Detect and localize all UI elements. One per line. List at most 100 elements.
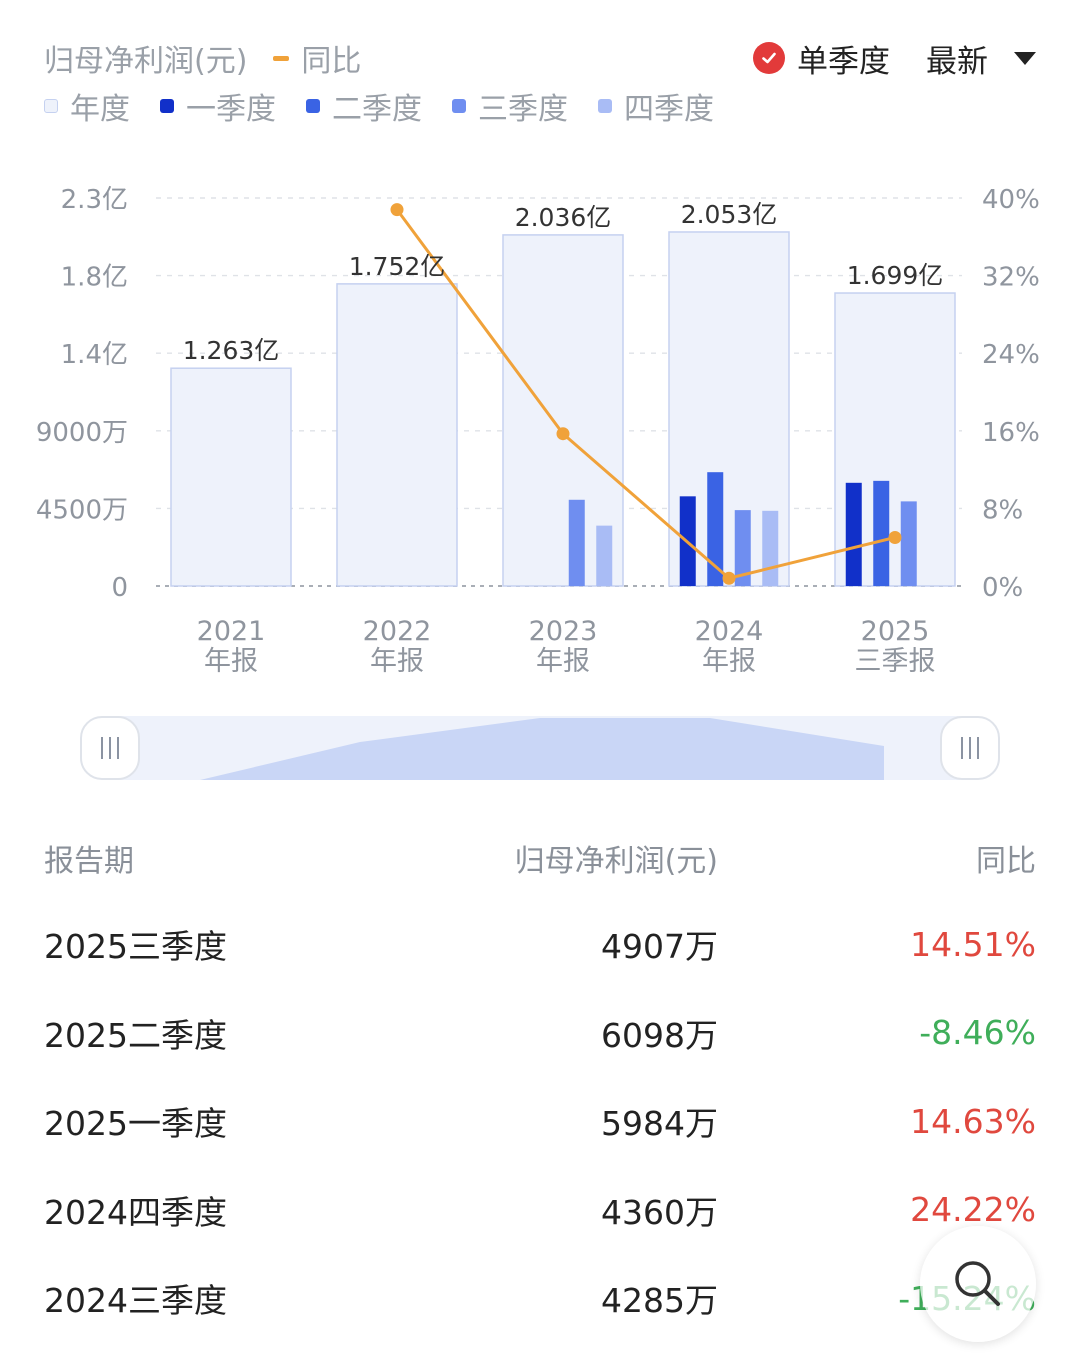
quarter-bar [568,499,585,586]
legend-q3-label: 三季度 [478,92,568,127]
x-tick-year: 2021 [197,616,266,647]
x-tick-year: 2022 [363,616,432,647]
quarter-bar [596,525,613,586]
latest-dropdown[interactable]: 最新 [926,36,1036,81]
table-row[interactable]: 2025二季度 6098万 -8.46% [44,989,1036,1078]
legend-q3-swatch [452,99,466,113]
table-header: 报告期 归母净利润(元) 同比 [44,816,1036,900]
chart-labels: 0 0% 4500万 8% 9000万 16% 1.4亿 24% 1.8亿 32% 2.3亿 40% 1… [36,185,1040,677]
y-right-tick: 8% [982,495,1023,525]
y-left-tick: 0 [111,573,128,603]
chart-legend-header: 归母净利润(元) 同比 [44,36,361,80]
y-left-tick: 1.8亿 [61,263,128,293]
y-left-tick: 4500万 [36,495,128,525]
table-row[interactable]: 2024三季度 4285万 -15.24% [44,1254,1036,1343]
y-left-tick: 1.4亿 [61,340,128,370]
legend-annual-label: 年度 [70,92,130,127]
yoy-point [888,531,902,544]
legend-q2[interactable]: 二季度 [306,84,422,128]
legend-q2-label: 二季度 [332,92,422,127]
legend-title: 归母净利润(元) [44,44,248,79]
y-right-tick: 0% [982,573,1023,603]
yoy-point [390,203,404,217]
zoom-button[interactable] [920,1226,1036,1342]
x-tick-period: 三季报 [855,646,936,677]
y-left-tick: 9000万 [36,418,128,448]
annual-bar [336,283,458,587]
magnifier-icon [955,1261,1000,1306]
legend-q4[interactable]: 四季度 [598,84,714,128]
legend-q1-swatch [160,99,174,113]
legend-q4-swatch [598,99,612,113]
legend-yoy[interactable]: 同比 [273,36,361,80]
table-row[interactable]: 2025一季度 5984万 14.63% [44,1077,1036,1166]
slider-right-handle[interactable] [940,716,1000,780]
yoy-point [556,427,570,441]
check-icon[interactable] [753,42,785,74]
quarter-bar [707,472,724,586]
x-tick-period: 年报 [702,646,756,677]
x-tick-year: 2024 [695,616,764,647]
range-slider[interactable] [80,716,1000,780]
y-right-tick: 40% [982,185,1040,215]
row-yoy: 14.51% [910,924,1036,964]
single-quarter-toggle[interactable]: 单季度 [797,43,890,80]
x-tick-year: 2023 [529,616,598,647]
row-period: 2025三季度 [44,927,227,967]
legend-q1[interactable]: 一季度 [160,84,276,128]
row-period: 2025二季度 [44,1015,227,1055]
triangle-down-icon [1014,51,1036,65]
annual-value-label: 2.053亿 [681,200,778,229]
chart-controls: 单季度 最新 [753,36,1036,80]
table-row[interactable]: 2024四季度 4360万 24.22% [44,1166,1036,1255]
annual-value-label: 1.752亿 [349,252,446,281]
quarter-bar [900,501,917,586]
legend-annual-swatch [44,99,58,113]
row-value: 5984万 [601,1104,718,1144]
header-yoy: 同比 [976,844,1036,879]
quarter-bar [734,510,751,586]
y-right-tick: 32% [982,263,1040,293]
chart-bars [170,231,956,587]
y-right-tick: 24% [982,340,1040,370]
legend-q3[interactable]: 三季度 [452,84,568,128]
row-yoy: 14.63% [910,1101,1036,1141]
chart-legend-series: 年度 一季度 二季度 三季度 四季度 [44,84,744,128]
quarter-bar [845,482,862,586]
annual-value-label: 1.699亿 [847,261,944,290]
slider-track [80,716,1000,780]
row-period: 2024三季度 [44,1281,227,1321]
header-net-profit: 归母净利润(元) [514,844,718,879]
row-value: 4907万 [601,927,718,967]
x-tick-period: 年报 [370,646,424,677]
slider-left-handle[interactable] [80,716,140,780]
quarter-bar [873,480,890,586]
annual-value-label: 1.263亿 [183,336,280,365]
legend-annual[interactable]: 年度 [44,84,130,128]
annual-value-label: 2.036亿 [515,203,612,232]
slider-preview-area [200,718,884,780]
header-period: 报告期 [44,844,134,879]
row-period: 2025一季度 [44,1104,227,1144]
x-tick-year: 2025 [861,616,930,647]
row-yoy: -8.46% [919,1013,1036,1053]
quarter-bar [762,510,779,586]
table-row[interactable]: 2025三季度 4907万 14.51% [44,900,1036,989]
y-right-tick: 16% [982,418,1040,448]
row-period: 2024四季度 [44,1192,227,1232]
yoy-line [395,208,896,580]
y-left-tick: 2.3亿 [61,185,128,215]
yoy-line-swatch [273,55,290,61]
net-profit-chart[interactable]: 0 0% 4500万 8% 9000万 16% 1.4亿 24% 1.8亿 32% 2.3亿 40% 1… [0,160,1080,690]
row-value: 4285万 [601,1281,718,1321]
x-tick-period: 年报 [204,646,258,677]
legend-q2-swatch [306,99,320,113]
row-yoy: 24.22% [910,1190,1036,1230]
profit-table: 报告期 归母净利润(元) 同比 2025三季度 4907万 14.51% 202… [44,816,1036,1343]
legend-yoy-label: 同比 [301,44,362,79]
row-value: 6098万 [601,1015,718,1055]
yoy-point [722,571,736,585]
chart-yoy-line [390,203,902,585]
annual-bar [170,367,292,587]
legend-q4-label: 四季度 [624,92,714,127]
